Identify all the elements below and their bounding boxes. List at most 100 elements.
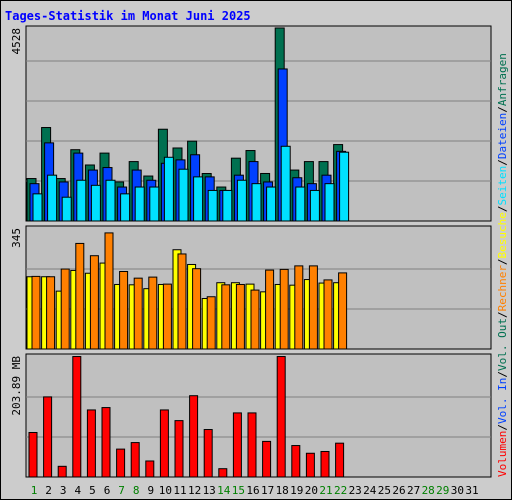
bar-seiten-day-5 (90, 184, 101, 222)
x-tick-label: 28 (422, 484, 435, 497)
bar-seiten-day-17 (266, 186, 277, 222)
bar-volumen-day-7 (116, 448, 126, 478)
x-tick-label: 15 (232, 484, 245, 497)
bar-seiten-day-13 (207, 189, 218, 222)
bar-seiten-day-21 (324, 183, 335, 222)
legend-separator: / (496, 205, 509, 212)
legend-label-seiten: Seiten (496, 166, 509, 206)
x-tick-label: 23 (349, 484, 362, 497)
bar-rechner-day-14 (221, 284, 231, 350)
panel-3-ymax-label: 203.89 MB (10, 356, 23, 416)
bar-seiten-day-14 (222, 189, 233, 222)
x-tick-label: 26 (392, 484, 405, 497)
x-tick-label: 24 (363, 484, 377, 497)
x-tick-label: 14 (217, 484, 231, 497)
legend-label-dateien: Dateien (496, 113, 509, 159)
bar-rechner-day-1 (31, 275, 41, 350)
bar-seiten-day-22 (339, 151, 350, 222)
bar-seiten-day-9 (149, 186, 160, 222)
bar-seiten-day-6 (105, 179, 116, 222)
bar-seiten-day-16 (251, 183, 262, 222)
x-tick-label: 13 (203, 484, 216, 497)
bar-rechner-day-7 (119, 270, 129, 350)
bar-rechner-day-4 (75, 242, 85, 350)
x-tick-label: 10 (159, 484, 172, 497)
legend-separator: / (496, 371, 509, 378)
x-tick-label: 16 (246, 484, 259, 497)
bar-rechner-day-9 (148, 276, 158, 350)
legend-label-vol-in: Vol. In (496, 378, 509, 424)
legend-label-rechner: Rechner (496, 265, 509, 312)
bar-rechner-day-10 (162, 283, 172, 350)
bar-seiten-day-2 (47, 174, 58, 222)
legend-separator: / (496, 159, 509, 166)
bar-volumen-day-9 (145, 460, 155, 478)
bar-rechner-day-6 (104, 232, 114, 350)
bar-seiten-day-19 (295, 186, 306, 222)
x-tick-label: 4 (74, 484, 81, 497)
x-tick-label: 9 (147, 484, 154, 497)
bar-volumen-day-5 (86, 409, 96, 478)
legend-separator: / (496, 106, 509, 113)
bar-volumen-day-10 (159, 409, 169, 478)
x-tick-label: 17 (261, 484, 274, 497)
legend-separator: / (496, 311, 509, 318)
bar-seiten-day-7 (120, 193, 131, 222)
bar-seiten-day-20 (309, 189, 320, 222)
bar-volumen-day-20 (305, 452, 315, 478)
x-tick-label: 7 (118, 484, 125, 497)
bar-volumen-day-6 (101, 407, 111, 478)
x-tick-label: 11 (173, 484, 186, 497)
bar-seiten-day-1 (32, 193, 43, 222)
bar-rechner-day-2 (46, 276, 56, 350)
bar-rechner-day-5 (89, 255, 99, 350)
bar-rechner-day-17 (265, 269, 275, 350)
x-tick-label: 6 (104, 484, 111, 497)
bar-seiten-day-18 (280, 145, 291, 222)
x-tick-label: 18 (276, 484, 289, 497)
x-tick-label: 12 (188, 484, 201, 497)
bar-rechner-day-19 (294, 265, 304, 350)
bar-volumen-day-19 (291, 445, 301, 478)
bar-seiten-day-4 (76, 179, 87, 222)
bar-volumen-day-3 (57, 465, 67, 478)
x-tick-label: 5 (89, 484, 96, 497)
bar-seiten-day-3 (61, 196, 72, 222)
bar-seiten-day-10 (163, 156, 174, 222)
bar-volumen-day-13 (203, 429, 213, 478)
right-legend: Volumen/Vol. In/Vol. Out/Rechner/Besuche… (496, 53, 509, 477)
bar-volumen-day-18 (276, 356, 286, 478)
bar-volumen-day-17 (262, 440, 272, 478)
chart-title: Tages-Statistik im Monat Juni 2025 (5, 9, 251, 23)
bar-volumen-day-16 (247, 412, 257, 478)
x-tick-label: 21 (319, 484, 332, 497)
x-tick-label: 30 (451, 484, 464, 497)
bar-seiten-day-12 (193, 176, 204, 222)
x-tick-label: 27 (407, 484, 420, 497)
legend-label-anfragen: Anfragen (496, 53, 509, 106)
bar-rechner-day-11 (177, 253, 187, 350)
bar-volumen-day-15 (232, 412, 242, 478)
bar-volumen-day-11 (174, 420, 184, 478)
bar-volumen-day-1 (28, 431, 38, 478)
bar-seiten-day-8 (134, 186, 145, 222)
x-tick-label: 2 (45, 484, 52, 497)
panel-1-ymax-label: 4528 (10, 28, 23, 55)
x-tick-label: 22 (334, 484, 347, 497)
x-tick-label: 3 (60, 484, 67, 497)
x-tick-label: 20 (305, 484, 318, 497)
bar-rechner-day-21 (323, 279, 333, 350)
bar-rechner-day-18 (279, 268, 289, 350)
panel-2-ymax-label: 345 (10, 228, 23, 248)
legend-separator: / (496, 258, 509, 265)
bar-rechner-day-12 (192, 268, 202, 350)
legend-separator: / (496, 424, 509, 431)
bar-volumen-day-22 (335, 442, 345, 478)
x-tick-label: 31 (465, 484, 478, 497)
bar-volumen-day-14 (218, 468, 228, 478)
bar-volumen-day-12 (189, 395, 199, 478)
bar-volumen-day-8 (130, 442, 140, 478)
legend-label-volumen: Volumen (496, 431, 509, 477)
